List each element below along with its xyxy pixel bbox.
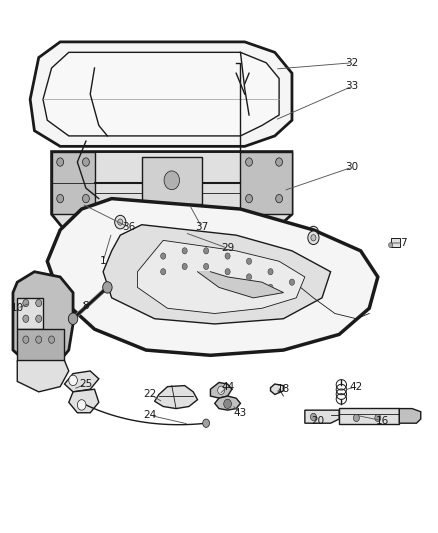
Text: 20: 20	[311, 416, 324, 425]
Text: 44: 44	[221, 382, 234, 392]
Circle shape	[36, 315, 42, 322]
Text: 1: 1	[100, 256, 106, 266]
Circle shape	[49, 336, 55, 343]
Text: 10: 10	[11, 303, 24, 313]
Text: 22: 22	[144, 390, 157, 399]
Text: 43: 43	[234, 408, 247, 418]
Polygon shape	[52, 151, 95, 214]
Circle shape	[36, 300, 42, 306]
Polygon shape	[103, 225, 331, 324]
Circle shape	[23, 336, 29, 343]
Text: 25: 25	[79, 379, 92, 389]
Circle shape	[225, 253, 230, 259]
Circle shape	[203, 419, 209, 427]
Polygon shape	[305, 410, 339, 423]
Circle shape	[204, 263, 208, 270]
Circle shape	[276, 195, 283, 203]
Text: 30: 30	[346, 162, 359, 172]
Circle shape	[161, 253, 166, 259]
Polygon shape	[30, 42, 292, 147]
Circle shape	[311, 413, 316, 421]
Circle shape	[218, 386, 225, 394]
Circle shape	[268, 284, 273, 290]
Polygon shape	[47, 199, 378, 356]
Circle shape	[389, 243, 393, 248]
Circle shape	[82, 195, 89, 203]
Circle shape	[23, 300, 29, 306]
Text: 7: 7	[400, 238, 407, 248]
Circle shape	[118, 219, 123, 225]
Text: 29: 29	[221, 243, 234, 253]
Polygon shape	[17, 360, 69, 392]
Polygon shape	[142, 157, 202, 204]
Circle shape	[353, 414, 359, 422]
Text: 16: 16	[375, 416, 389, 425]
Polygon shape	[240, 151, 292, 214]
Circle shape	[161, 269, 166, 275]
Circle shape	[311, 235, 316, 241]
Text: 33: 33	[346, 82, 359, 91]
Circle shape	[68, 313, 78, 325]
Polygon shape	[17, 329, 64, 360]
Circle shape	[102, 281, 112, 293]
Circle shape	[78, 400, 86, 410]
Polygon shape	[69, 389, 99, 413]
Polygon shape	[198, 272, 283, 298]
Polygon shape	[138, 240, 305, 313]
Text: 36: 36	[122, 222, 135, 232]
Circle shape	[290, 279, 294, 285]
Circle shape	[225, 269, 230, 275]
Circle shape	[276, 158, 283, 166]
Polygon shape	[215, 396, 240, 410]
Circle shape	[182, 248, 187, 254]
Text: 32: 32	[346, 58, 359, 68]
Polygon shape	[399, 409, 421, 423]
Circle shape	[375, 414, 381, 422]
Polygon shape	[339, 408, 399, 424]
Circle shape	[224, 399, 231, 409]
Circle shape	[164, 171, 180, 190]
Text: 8: 8	[83, 301, 89, 311]
Circle shape	[204, 248, 208, 254]
Circle shape	[57, 158, 64, 166]
Polygon shape	[43, 52, 279, 136]
Polygon shape	[13, 272, 73, 366]
Circle shape	[308, 231, 319, 245]
Circle shape	[247, 258, 251, 264]
Bar	[391, 238, 400, 247]
Circle shape	[115, 215, 126, 229]
Polygon shape	[210, 383, 232, 398]
Circle shape	[69, 375, 78, 385]
Circle shape	[268, 269, 273, 275]
Text: 24: 24	[144, 410, 157, 421]
Circle shape	[57, 195, 64, 203]
Circle shape	[247, 274, 251, 280]
Polygon shape	[17, 298, 43, 329]
Polygon shape	[64, 371, 99, 392]
Circle shape	[308, 227, 318, 239]
Text: 18: 18	[277, 384, 290, 394]
Polygon shape	[155, 385, 198, 409]
Circle shape	[182, 263, 187, 270]
Circle shape	[246, 195, 252, 203]
Text: 37: 37	[195, 222, 208, 232]
Circle shape	[23, 315, 29, 322]
Circle shape	[246, 158, 252, 166]
Polygon shape	[271, 384, 283, 394]
Circle shape	[82, 158, 89, 166]
Polygon shape	[52, 151, 292, 230]
Circle shape	[36, 336, 42, 343]
Text: 42: 42	[350, 382, 363, 392]
